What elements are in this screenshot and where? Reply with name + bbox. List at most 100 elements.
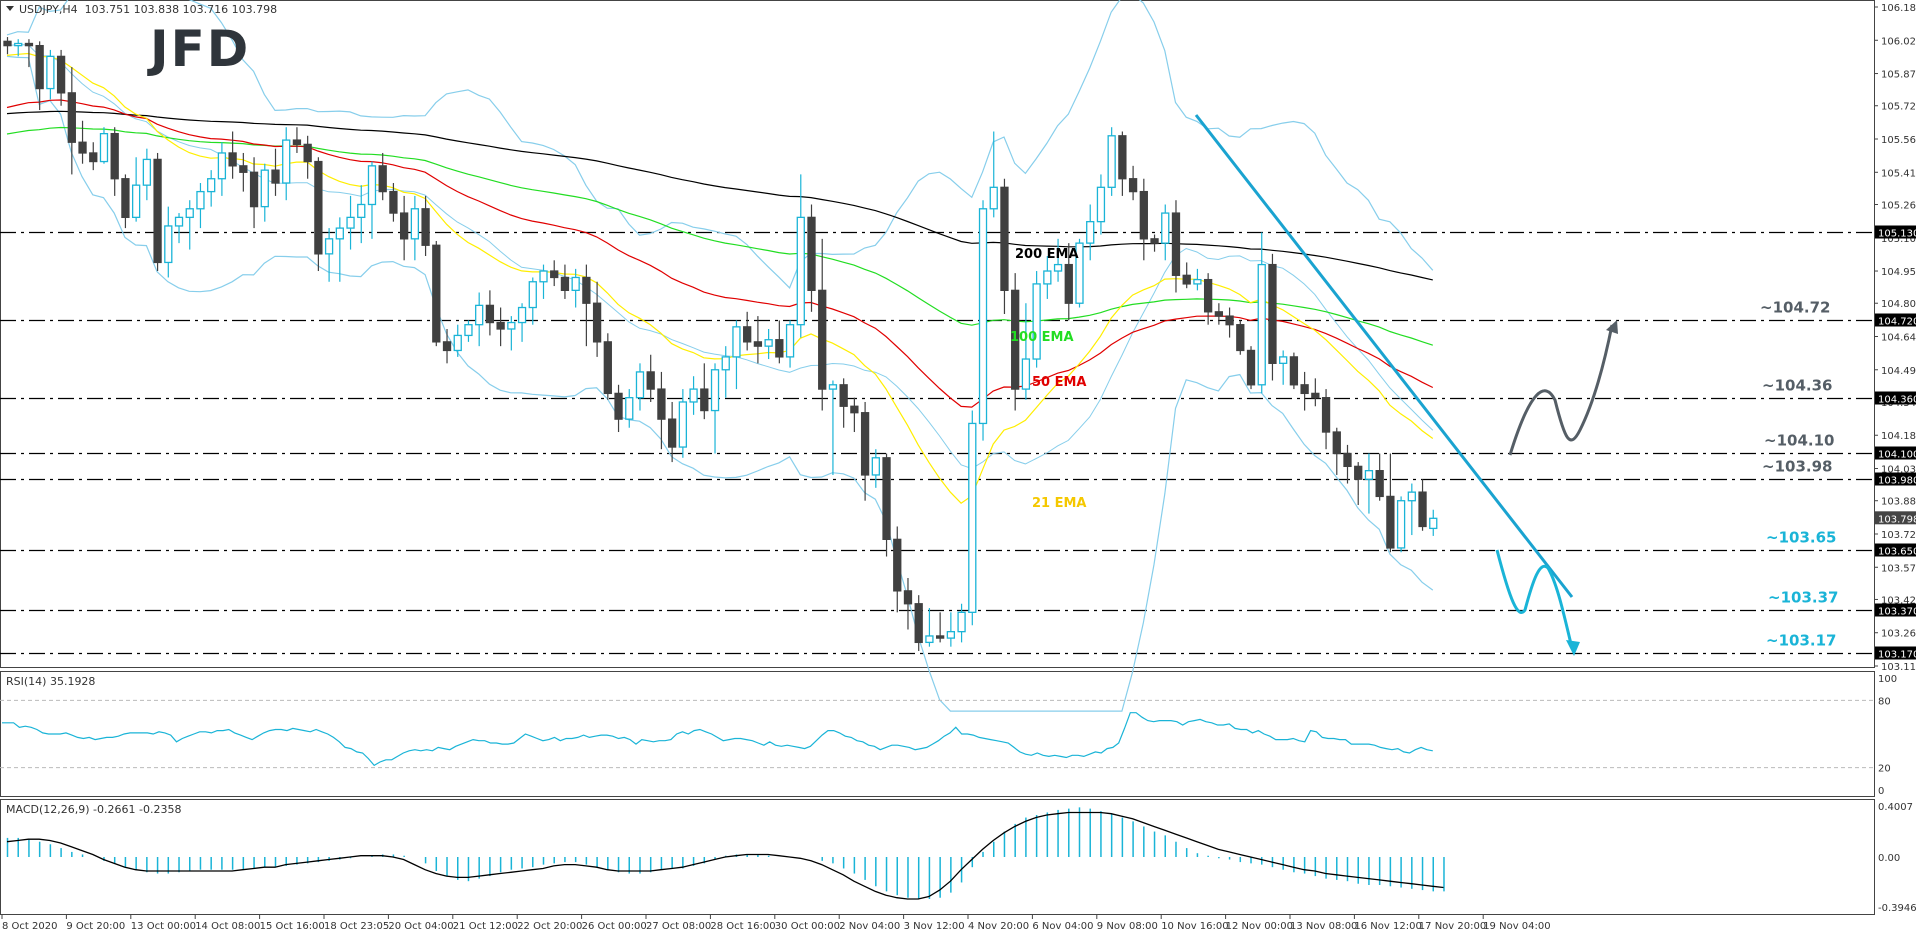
bear-candle bbox=[24, 42, 34, 47]
bear-candle bbox=[421, 208, 430, 246]
bear-candle bbox=[1343, 452, 1352, 468]
bull-candle bbox=[571, 276, 580, 291]
bear-candle bbox=[1139, 190, 1148, 240]
date-label: 10 Nov 16:00 bbox=[1161, 921, 1228, 932]
bear-candle bbox=[582, 276, 591, 304]
bull-candle bbox=[1279, 356, 1288, 364]
macd-panel: 0.4007 0.00 -0.3946 bbox=[6, 802, 1916, 914]
rsi-tick-label: 80 bbox=[1878, 696, 1891, 707]
bear-candle bbox=[903, 590, 913, 605]
date-label: 16 Nov 12:00 bbox=[1354, 921, 1421, 932]
current-price-label: 103.798 bbox=[1878, 514, 1916, 525]
bear-candle bbox=[110, 132, 119, 180]
bear-candle bbox=[314, 160, 323, 255]
time-axis: 8 Oct 2020 9 Oct 20:00 13 Oct 00:00 14 Oct … bbox=[1, 915, 1551, 932]
price-tag-label: 103.980 bbox=[1878, 476, 1916, 487]
bear-candle bbox=[1386, 495, 1395, 549]
bear-candle bbox=[775, 339, 784, 358]
date-label: 8 Oct 2020 bbox=[2, 921, 57, 932]
bear-candle bbox=[743, 326, 752, 343]
bearish-arrow-head bbox=[1566, 640, 1580, 656]
date-label: 9 Oct 20:00 bbox=[66, 921, 125, 932]
bear-candle bbox=[893, 538, 902, 592]
bollinger-upper bbox=[6, 0, 1434, 289]
price-tick-label: 103.110 bbox=[1881, 662, 1916, 673]
bear-candle bbox=[303, 143, 312, 163]
level-label: ~103.17 bbox=[1766, 632, 1836, 650]
bull-candle bbox=[796, 216, 805, 326]
price-tick-label: 105.260 bbox=[1881, 200, 1916, 211]
rsi-line bbox=[2, 712, 1433, 767]
bull-candle bbox=[539, 270, 548, 283]
bear-candle bbox=[1311, 392, 1320, 399]
price-tag bbox=[1875, 225, 1916, 239]
bear-candle bbox=[603, 341, 612, 395]
bear-candle bbox=[3, 40, 12, 47]
ema200-label: 200 EMA bbox=[1015, 247, 1079, 262]
bear-candle bbox=[153, 158, 162, 264]
date-label: 9 Nov 08:00 bbox=[1097, 921, 1158, 932]
bull-candle bbox=[946, 631, 956, 639]
price-tick-label: 105.720 bbox=[1881, 102, 1916, 113]
date-label: 18 Oct 23:05 bbox=[324, 921, 389, 932]
price-tag bbox=[1875, 603, 1916, 617]
price-tick-label: 103.725 bbox=[1881, 530, 1916, 541]
bear-candle bbox=[239, 165, 248, 173]
bullish-projection-path bbox=[1508, 324, 1614, 456]
bull-candle bbox=[142, 158, 152, 186]
bull-candle bbox=[1021, 358, 1031, 390]
bull-candle bbox=[764, 339, 773, 347]
price-tick-label: 104.185 bbox=[1881, 431, 1916, 442]
bollinger-middle bbox=[6, 44, 1434, 470]
price-tick-label: 105.105 bbox=[1881, 234, 1916, 245]
bull-candle bbox=[410, 208, 420, 240]
price-tag-label: 104.100 bbox=[1878, 450, 1916, 461]
bear-candle bbox=[1300, 384, 1309, 395]
bear-candle bbox=[271, 169, 280, 184]
bear-candle bbox=[839, 384, 848, 407]
rsi-header: RSI(14) 35.1928 bbox=[6, 675, 96, 688]
bear-candle bbox=[249, 171, 259, 208]
price-tag bbox=[1875, 313, 1916, 327]
bear-candle bbox=[1118, 135, 1127, 180]
price-tag bbox=[1875, 646, 1916, 660]
price-tag-label: 104.360 bbox=[1878, 395, 1916, 406]
bull-candle bbox=[968, 422, 977, 613]
bear-candle bbox=[1375, 470, 1384, 498]
level-label: ~103.98 bbox=[1762, 458, 1832, 476]
bear-candle bbox=[78, 141, 87, 154]
bear-candle bbox=[807, 216, 816, 291]
bull-candle bbox=[164, 225, 173, 264]
bull-candle bbox=[1429, 517, 1438, 530]
bear-candle bbox=[1182, 274, 1191, 285]
date-label: 30 Oct 00:00 bbox=[775, 921, 840, 932]
ema50-line bbox=[6, 99, 1434, 408]
bear-candle bbox=[1268, 263, 1277, 364]
date-label: 6 Nov 04:00 bbox=[1032, 921, 1093, 932]
rsi-panel-frame bbox=[0, 671, 1875, 797]
bull-candle bbox=[196, 190, 205, 210]
price-tick-label: 106.025 bbox=[1881, 36, 1916, 47]
bear-candle bbox=[1128, 178, 1138, 193]
annotations bbox=[1194, 114, 1618, 656]
macd-panel-frame bbox=[0, 799, 1875, 915]
bull-candle bbox=[1032, 283, 1041, 360]
ema21-label: 21 EMA bbox=[1032, 496, 1087, 511]
jfd-logo: JFD bbox=[150, 20, 251, 78]
price-tag bbox=[1875, 391, 1916, 405]
bull-candle bbox=[710, 369, 720, 412]
bull-candle bbox=[1107, 135, 1116, 188]
price-tick-label: 103.420 bbox=[1881, 595, 1916, 606]
bull-candle bbox=[678, 401, 688, 448]
date-label: 15 Oct 16:00 bbox=[260, 921, 325, 932]
rsi-tick-label: 20 bbox=[1878, 764, 1891, 775]
ema100-label: 100 EMA bbox=[1010, 330, 1074, 345]
bear-candle bbox=[550, 270, 559, 279]
date-label: 4 Nov 20:00 bbox=[968, 921, 1029, 932]
moving-averages bbox=[6, 0, 1434, 712]
dropdown-triangle-icon[interactable] bbox=[6, 6, 14, 11]
level-label: ~104.10 bbox=[1764, 432, 1834, 450]
price-tick-label: 104.645 bbox=[1881, 333, 1916, 344]
bear-candle bbox=[667, 418, 677, 448]
